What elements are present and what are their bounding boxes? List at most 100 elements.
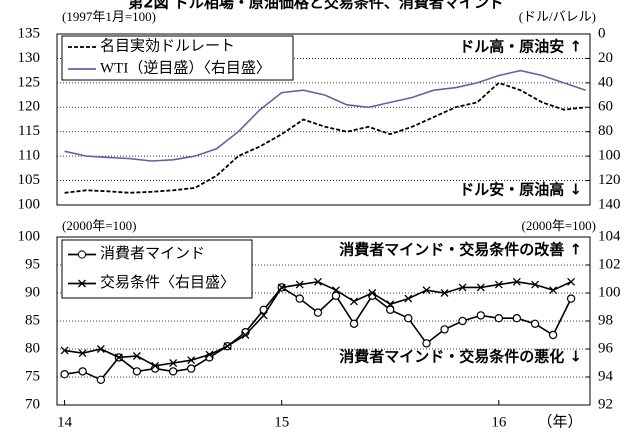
point xyxy=(314,277,322,286)
plot-frame xyxy=(56,33,591,206)
legend-label: 名目実効ドルレート xyxy=(100,37,235,54)
legend-box xyxy=(61,35,294,81)
x-axis-label: （年） xyxy=(537,413,582,430)
point xyxy=(96,375,106,384)
y-tick-label: 100 xyxy=(18,196,41,212)
y2-tick-label: 100 xyxy=(598,148,621,164)
point xyxy=(132,352,141,360)
point xyxy=(78,349,87,358)
point xyxy=(223,342,232,351)
point xyxy=(205,350,214,359)
series-line xyxy=(64,81,586,194)
plot-frame xyxy=(56,236,591,406)
annotation: ドル安・原油高 ↓ xyxy=(459,181,582,199)
point xyxy=(295,280,304,289)
point xyxy=(404,314,413,323)
legend-label: 消費者マインド xyxy=(100,245,205,262)
point xyxy=(295,294,304,303)
point xyxy=(548,330,558,340)
point xyxy=(332,286,340,295)
point xyxy=(78,367,87,376)
point xyxy=(440,325,449,334)
y2-tick-label: 96 xyxy=(598,340,614,356)
point xyxy=(114,353,123,362)
point xyxy=(241,331,250,339)
y-unit: (1997年1月=100) xyxy=(62,9,156,24)
point xyxy=(151,361,160,370)
point xyxy=(549,286,558,295)
point xyxy=(458,283,467,292)
point xyxy=(96,345,105,353)
annotation: 消費者マインド・交易条件の悪化 ↓ xyxy=(339,348,582,366)
y-tick-label: 75 xyxy=(25,368,40,384)
legend-box xyxy=(61,239,253,299)
y2-tick-label: 104 xyxy=(598,228,621,244)
point xyxy=(566,294,576,303)
y2-tick-label: 40 xyxy=(598,74,613,90)
y2-tick-label: 100 xyxy=(598,284,621,300)
y-tick-label: 90 xyxy=(25,284,40,300)
point xyxy=(132,367,142,376)
point xyxy=(422,286,431,295)
point xyxy=(350,297,358,306)
point xyxy=(186,364,196,373)
legend-marker xyxy=(77,250,87,259)
x-tick-label: 15 xyxy=(274,414,289,430)
point xyxy=(60,370,69,379)
y-tick-label: 115 xyxy=(18,123,40,139)
point xyxy=(494,314,504,323)
annotation: 消費者マインド・交易条件の改善 ↑ xyxy=(339,241,582,259)
point xyxy=(331,291,341,300)
point xyxy=(422,339,431,348)
legend-label: 交易条件〈右目盛〉 xyxy=(100,273,235,291)
y2-tick-label: 120 xyxy=(598,172,621,188)
point xyxy=(187,356,196,365)
y-tick-label: 125 xyxy=(18,74,41,90)
point xyxy=(349,319,359,328)
y-tick-label: 135 xyxy=(18,25,41,41)
point xyxy=(169,359,178,367)
y-tick-label: 100 xyxy=(18,228,41,244)
y-unit: (2000年=100) xyxy=(62,218,137,233)
y2-tick-label: 98 xyxy=(598,312,613,328)
y2-tick-label: 0 xyxy=(598,25,606,41)
point xyxy=(476,311,485,320)
point xyxy=(313,308,323,317)
y-tick-label: 85 xyxy=(25,312,40,328)
y-tick-label: 95 xyxy=(25,256,40,272)
point xyxy=(567,277,576,286)
point xyxy=(512,277,521,286)
point xyxy=(512,314,522,323)
y-tick-label: 105 xyxy=(18,172,41,188)
point xyxy=(386,305,395,314)
point xyxy=(494,280,503,289)
y2-tick-label: 80 xyxy=(598,123,613,139)
point xyxy=(386,300,395,309)
y2-tick-label: 20 xyxy=(598,50,613,66)
series-line xyxy=(64,286,572,381)
x-tick-label: 14 xyxy=(57,414,73,430)
point xyxy=(168,367,178,376)
point xyxy=(530,319,540,328)
legend-label: WTI（逆目盛）〈右目盛〉 xyxy=(100,59,271,76)
point xyxy=(259,311,268,320)
point xyxy=(440,289,449,297)
y-tick-label: 80 xyxy=(25,340,40,356)
point xyxy=(476,283,485,292)
y-tick-label: 70 xyxy=(25,396,40,412)
point xyxy=(531,280,540,289)
annotation: ドル高・原油安 ↑ xyxy=(459,38,582,56)
x-tick-label: 16 xyxy=(491,414,507,430)
point xyxy=(458,316,467,326)
y-tick-label: 110 xyxy=(18,148,40,164)
y2-tick-label: 60 xyxy=(598,99,613,115)
y2-unit: (2000年=100) xyxy=(522,218,597,233)
y2-tick-label: 94 xyxy=(598,368,614,384)
y2-tick-label: 92 xyxy=(598,396,613,412)
y-tick-label: 120 xyxy=(18,99,41,115)
point xyxy=(277,283,286,292)
series-line xyxy=(64,69,586,162)
y2-tick-label: 102 xyxy=(598,256,621,272)
y2-unit: (ドル/バレル) xyxy=(519,9,596,24)
